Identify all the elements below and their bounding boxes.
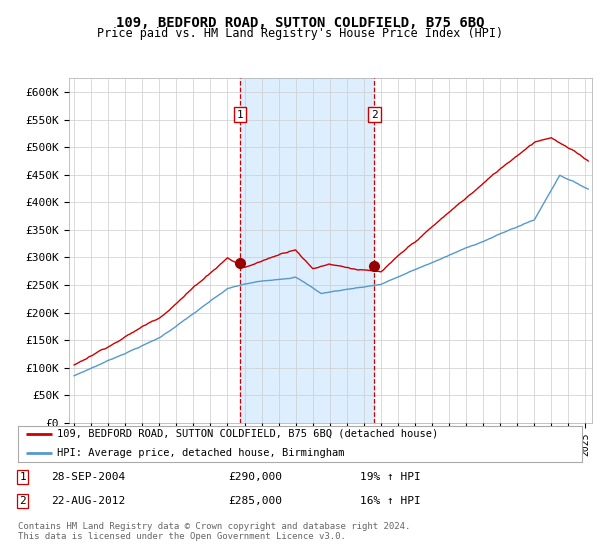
- Text: £290,000: £290,000: [228, 472, 282, 482]
- Text: 2: 2: [19, 496, 26, 506]
- Text: 16% ↑ HPI: 16% ↑ HPI: [360, 496, 421, 506]
- Text: 28-SEP-2004: 28-SEP-2004: [51, 472, 125, 482]
- Text: 109, BEDFORD ROAD, SUTTON COLDFIELD, B75 6BQ: 109, BEDFORD ROAD, SUTTON COLDFIELD, B75…: [116, 16, 484, 30]
- Text: Price paid vs. HM Land Registry's House Price Index (HPI): Price paid vs. HM Land Registry's House …: [97, 27, 503, 40]
- Text: £285,000: £285,000: [228, 496, 282, 506]
- Text: 1: 1: [19, 472, 26, 482]
- Text: Contains HM Land Registry data © Crown copyright and database right 2024.
This d: Contains HM Land Registry data © Crown c…: [18, 522, 410, 542]
- Text: 109, BEDFORD ROAD, SUTTON COLDFIELD, B75 6BQ (detached house): 109, BEDFORD ROAD, SUTTON COLDFIELD, B75…: [58, 429, 439, 439]
- Text: 2: 2: [371, 110, 378, 120]
- Text: 19% ↑ HPI: 19% ↑ HPI: [360, 472, 421, 482]
- Bar: [240, 78, 374, 423]
- Text: HPI: Average price, detached house, Birmingham: HPI: Average price, detached house, Birm…: [58, 447, 345, 458]
- Text: 22-AUG-2012: 22-AUG-2012: [51, 496, 125, 506]
- Text: 1: 1: [237, 110, 244, 120]
